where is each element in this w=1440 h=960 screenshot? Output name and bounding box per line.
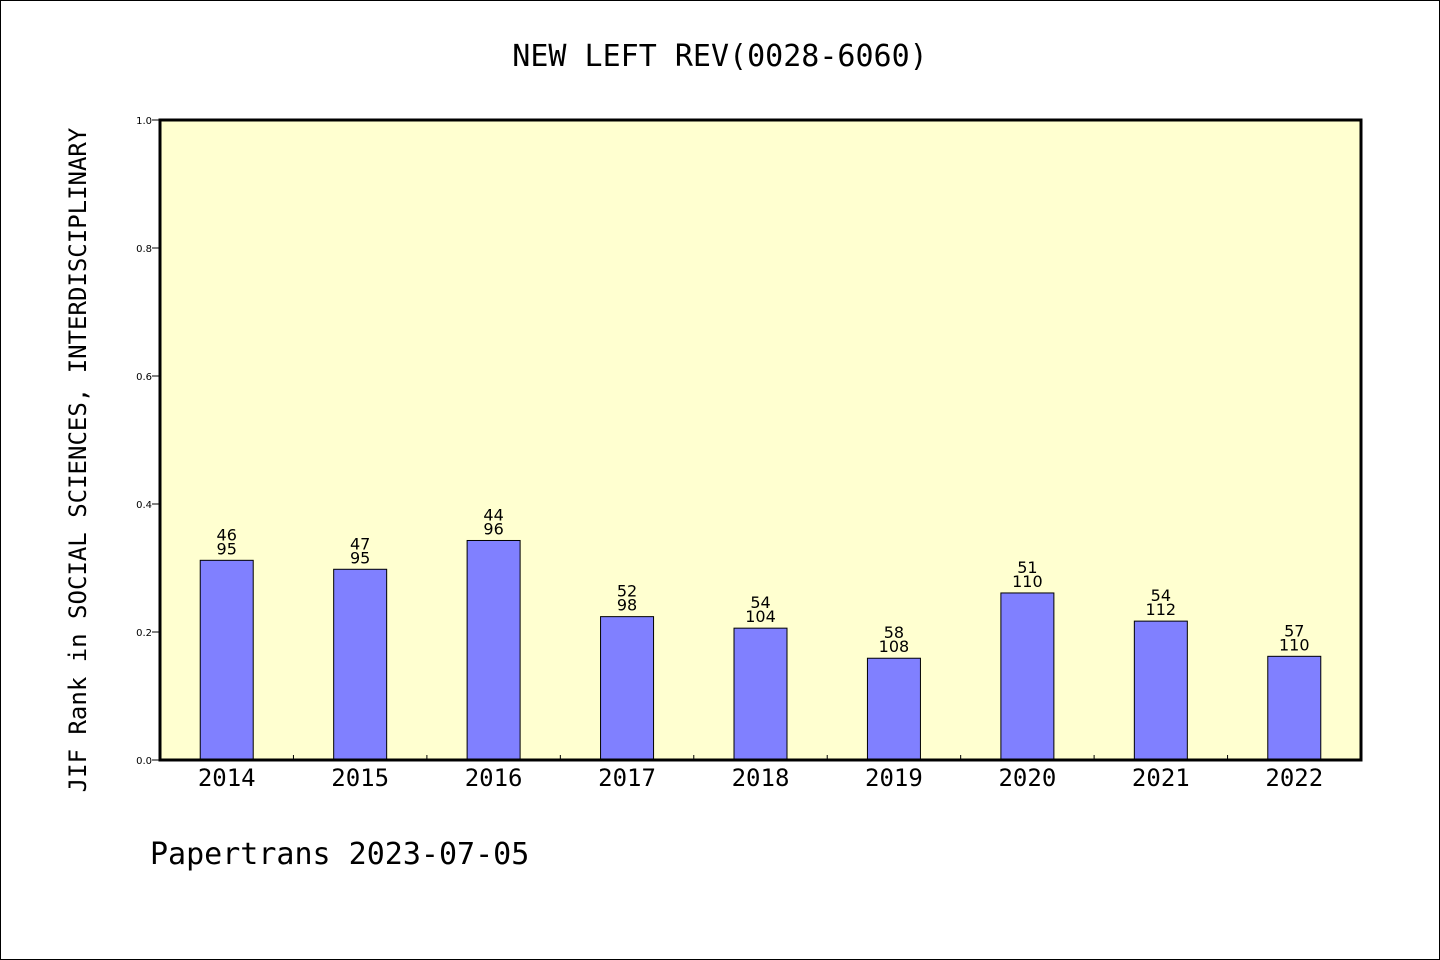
- bar-2022: [1267, 655, 1322, 761]
- y-tick-label: 0.6: [136, 372, 152, 383]
- bar-rank-label: 46: [217, 525, 237, 544]
- x-tick-label: 2014: [198, 764, 256, 792]
- bar-total-label: 95: [217, 539, 237, 558]
- bar-total-label: 108: [879, 637, 910, 656]
- x-tick-label: 2022: [1265, 764, 1323, 792]
- bar-total-label: 96: [483, 519, 503, 538]
- x-tick-label: 2020: [998, 764, 1056, 792]
- bar-rank-label: 58: [884, 623, 904, 642]
- y-tick-label: 0.4: [136, 500, 152, 511]
- x-tick-label: 2017: [598, 764, 656, 792]
- bar-total-label: 110: [1279, 635, 1310, 654]
- bar-2014: [199, 559, 254, 761]
- bar-2021: [1133, 620, 1188, 761]
- x-tick-label: 2015: [331, 764, 389, 792]
- x-tick-label: 2018: [732, 764, 790, 792]
- bar-rank-label: 51: [1017, 558, 1037, 577]
- y-tick-label: 0.8: [136, 244, 152, 255]
- bar-total-label: 95: [350, 548, 370, 567]
- y-axis: 0.0 0.2 0.4 0.6 0.8 1.0: [136, 116, 160, 767]
- bar-rank-label: 44: [483, 505, 503, 524]
- bar-rank-label: 54: [750, 593, 770, 612]
- bar-2018: [733, 627, 788, 761]
- y-axis-label: JIF Rank in SOCIAL SCIENCES, INTERDISCIP…: [64, 127, 92, 792]
- bar-rank-label: 57: [1284, 621, 1304, 640]
- x-tick-label: 2021: [1132, 764, 1190, 792]
- y-tick-label: 0.2: [136, 628, 152, 639]
- y-tick-label: 0.0: [136, 756, 152, 767]
- x-axis: 2014 2015 2016 2017 2018 2019 2020 2021 2022: [198, 755, 1323, 792]
- bar-total-label: 112: [1146, 600, 1177, 619]
- chart-title: NEW LEFT REV(0028-6060): [512, 39, 927, 74]
- footer-text: Papertrans 2023-07-05: [150, 837, 529, 872]
- bar-total-label: 110: [1012, 572, 1043, 591]
- bar-rank-label: 47: [350, 534, 370, 553]
- bar-total-label: 104: [745, 607, 776, 626]
- x-tick-label: 2016: [465, 764, 523, 792]
- bar-2016: [466, 539, 521, 761]
- bar-rank-label: 52: [617, 582, 637, 601]
- bars: [199, 539, 1322, 761]
- plot-border: [158, 118, 1363, 762]
- bar-2015: [333, 568, 388, 761]
- bar-2020: [1000, 592, 1055, 761]
- bar-2017: [600, 616, 655, 761]
- bar-2019: [866, 657, 921, 761]
- y-tick-label: 1.0: [136, 116, 152, 127]
- bar-total-label: 98: [617, 596, 637, 615]
- bar-rank-label: 54: [1151, 586, 1171, 605]
- x-tick-label: 2019: [865, 764, 923, 792]
